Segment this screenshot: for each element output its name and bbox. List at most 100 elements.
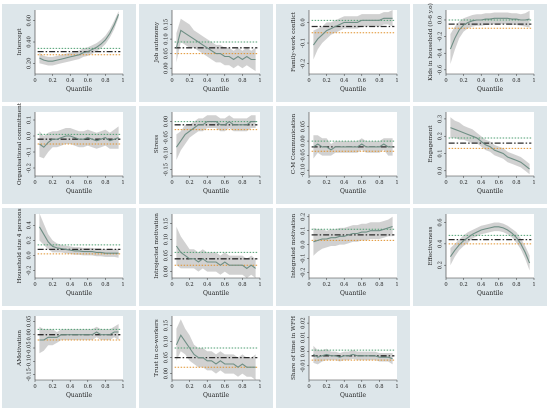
y-tick-label: 0.10 [164, 33, 170, 45]
x-tick-label: 0.8 [375, 180, 383, 186]
y-axis-label: Engagement [428, 125, 434, 163]
qr-estimate-line [39, 135, 119, 148]
y-tick-label: 0.02 [301, 317, 307, 329]
x-tick-label: 0.2 [322, 78, 330, 84]
x-tick-label: 0.6 [221, 384, 229, 390]
panel-14: 0 0.2 0.4 0.6 0.8 1 Quantile 0.00 0.05 0.10 0.15 Tr… [139, 310, 273, 408]
x-tick-label: 0 [33, 282, 36, 288]
y-tick-label: 0.60 [27, 15, 33, 27]
y-axis-label: Integrated motivation [291, 214, 297, 279]
y-tick-label: 0.0 [438, 16, 444, 24]
panel-4: 0 0.2 0.4 0.6 0.8 1 Quantile -0.6 -0.4 -0.2 0.0 Kid… [413, 3, 547, 102]
y-axis-label: Family-work conflict [291, 11, 297, 72]
x-tick-label: 0 [307, 384, 310, 390]
panel-12: 0 0.2 0.4 0.6 0.8 1 Quantile 0.2 0.4 0.6 Effective… [413, 208, 547, 306]
x-tick-label: 0 [33, 78, 36, 84]
x-tick-label: 0.6 [358, 384, 366, 390]
qr-confidence-band [176, 319, 256, 380]
x-tick-label: 0.2 [459, 180, 467, 186]
y-tick-label: 0.4 [27, 220, 33, 229]
panel-1: 0 0.2 0.4 0.6 0.8 1 Quantile 0.20 0.40 0.60 Interc… [2, 4, 136, 102]
x-tick-label: 1 [121, 180, 124, 186]
y-tick-label: -0.05 [164, 131, 170, 144]
x-tick-label: 0.8 [238, 384, 246, 390]
y-tick-label: -0.4 [438, 48, 444, 59]
x-tick-label: 0.2 [459, 282, 467, 288]
x-tick-label: 0.2 [185, 384, 193, 390]
y-tick-label: 0.00 [301, 135, 307, 147]
x-tick-label: 0.2 [48, 78, 56, 84]
x-tick-label: 0.6 [84, 180, 92, 186]
x-tick-label: 0.4 [340, 282, 349, 288]
x-tick-label: 0 [170, 384, 173, 390]
x-tick-label: 0 [444, 180, 447, 186]
x-tick-label: 1 [395, 384, 398, 390]
x-axis-label: Quantile [203, 290, 229, 297]
plot-area [309, 316, 397, 380]
y-tick-label: 0.0 [301, 18, 307, 26]
y-axis-label: Intercept [17, 28, 23, 56]
y-tick-label: -0.1 [301, 254, 307, 264]
y-axis-label: Effectiveness [428, 226, 434, 265]
x-tick-label: 1 [258, 384, 261, 390]
x-tick-label: 1 [395, 78, 398, 84]
y-tick-label: 0.10 [164, 234, 170, 246]
qr-estimate-line [449, 17, 530, 50]
x-tick-label: 0.6 [84, 384, 92, 390]
x-tick-label: 0.6 [358, 282, 366, 288]
panel-5: 0 0.2 0.4 0.6 0.8 1 Quantile -0.2 -0.1 0.0 0.1 Orga… [2, 102, 136, 204]
panel-13: 0 0.2 0.4 0.6 0.8 1Quantile-0.15-0.10-0.050.0… [2, 310, 136, 408]
y-axis-label: Household size 4 persons [17, 208, 23, 283]
y-tick-label: 0.05 [27, 316, 33, 328]
x-tick-label: 0.2 [459, 78, 467, 84]
x-tick-label: 0.8 [238, 282, 246, 288]
y-tick-label: 0.6 [438, 218, 444, 226]
x-tick-label: 0 [170, 282, 173, 288]
qr-confidence-band [313, 216, 393, 256]
qr-estimate-line [175, 245, 256, 270]
x-tick-label: 1 [121, 384, 124, 390]
x-axis-label: Quantile [477, 188, 503, 195]
y-axis-label: Organisational commitment [17, 102, 23, 185]
panel-10: 0 0.2 0.4 0.6 0.8 1 Quantile 0.00 0.05 0.10 0.15 In… [139, 208, 273, 306]
qr-estimate-line [38, 226, 119, 254]
x-tick-label: 0.8 [101, 78, 109, 84]
x-tick-label: 0.2 [185, 180, 193, 186]
y-tick-label: 0.0 [27, 132, 33, 140]
x-tick-label: 0.4 [340, 180, 349, 186]
y-tick-label: 0.15 [164, 320, 170, 332]
x-tick-label: 0.2 [322, 180, 330, 186]
x-tick-label: 0.4 [340, 78, 349, 84]
x-tick-label: 0.2 [48, 180, 56, 186]
qr-estimate-line [39, 14, 120, 62]
y-tick-label: -0.01 [301, 359, 307, 372]
y-axis-label: AMotivation [17, 330, 23, 367]
x-tick-label: 0.6 [84, 78, 92, 84]
x-tick-label: 0.4 [66, 78, 75, 84]
x-axis-label: Quantile [340, 392, 366, 399]
x-tick-label: 0.2 [48, 384, 56, 390]
x-tick-label: 0.2 [322, 384, 330, 390]
qr-estimate-line [450, 127, 530, 170]
x-tick-label: 1 [532, 78, 535, 84]
x-axis-label: Quantile [203, 392, 229, 399]
y-axis-label: Introjected motivation [154, 213, 160, 279]
y-tick-label: 0.3 [438, 115, 444, 123]
qr-estimate-line [175, 334, 256, 368]
y-tick-label: 0.05 [164, 352, 170, 364]
y-tick-label: -0.05 [27, 341, 33, 354]
x-tick-label: 0.8 [512, 282, 520, 288]
x-tick-label: 0.2 [48, 282, 56, 288]
x-tick-label: 0.4 [203, 384, 212, 390]
x-tick-label: 0.6 [221, 282, 229, 288]
plot-area [35, 316, 123, 380]
qr-confidence-band [450, 117, 530, 175]
x-tick-label: 0.8 [238, 180, 246, 186]
qr-estimate-line [449, 226, 531, 264]
x-tick-label: 0 [307, 282, 310, 288]
x-tick-label: 0.8 [101, 282, 109, 288]
y-tick-label: 0.15 [164, 218, 170, 230]
x-axis-label: Quantile [66, 392, 92, 399]
y-tick-label: 0.2 [438, 132, 444, 140]
y-tick-label: -0.1 [27, 147, 33, 157]
